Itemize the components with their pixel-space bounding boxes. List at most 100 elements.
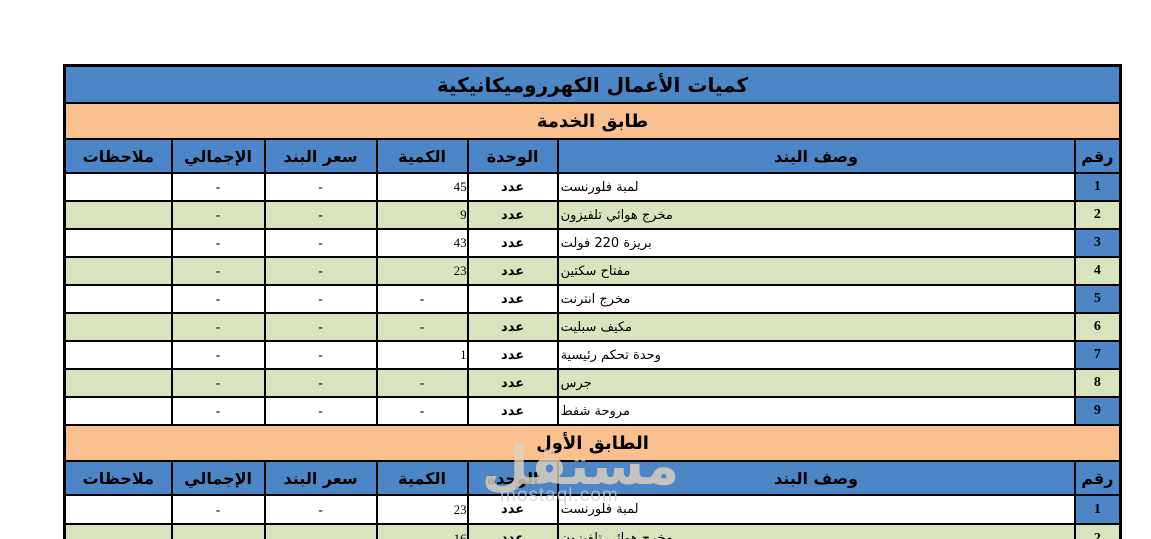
cell-notes (63, 494, 173, 525)
cell-unit: عدد (466, 494, 559, 525)
col-header-description: وصف البند (556, 138, 1076, 174)
cell-total: - (170, 340, 266, 370)
cell-notes (63, 200, 173, 230)
table-row: 1 لمبة فلورنست عدد 45 - - (63, 172, 1122, 202)
cell-description: مروحة شفط (556, 396, 1076, 426)
cell-quantity: 23 (375, 494, 469, 525)
cell-quantity: - (375, 284, 469, 314)
cell-description: لمبة فلورنست (556, 494, 1076, 525)
cell-total: - (170, 284, 266, 314)
cell-unit: عدد (466, 200, 559, 230)
cell-row-number: 3 (1073, 228, 1122, 258)
cell-unit-price: - (263, 523, 378, 539)
cell-description: مخرج هوائي تلفيزون (556, 200, 1076, 230)
cell-unit-price: - (263, 494, 378, 525)
cell-unit-price: - (263, 256, 378, 286)
cell-total: - (170, 523, 266, 539)
cell-description: مخرج انترنت (556, 284, 1076, 314)
column-header-row: رقم وصف البند الوحدة الكمية سعر البند ال… (63, 138, 1122, 174)
cell-row-number: 2 (1073, 200, 1122, 230)
cell-unit: عدد (466, 368, 559, 398)
cell-unit: عدد (466, 523, 559, 539)
cell-row-number: 6 (1073, 312, 1122, 342)
cell-notes (63, 172, 173, 202)
table-row: 7 وحدة تحكم رئيسية عدد 1 - - (63, 340, 1122, 370)
cell-row-number: 8 (1073, 368, 1122, 398)
cell-unit-price: - (263, 368, 378, 398)
cell-total: - (170, 312, 266, 342)
cell-row-number: 7 (1073, 340, 1122, 370)
section-title: الطابق الأول (63, 424, 1122, 462)
cell-row-number: 2 (1073, 523, 1122, 539)
cell-unit: عدد (466, 228, 559, 258)
cell-unit: عدد (466, 256, 559, 286)
cell-notes (63, 523, 173, 539)
page-title: كميات الأعمال الكهرروميكانيكية (63, 64, 1122, 104)
cell-description: جرس (556, 368, 1076, 398)
section-service-floor-rows: 1 لمبة فلورنست عدد 45 - - 2 مخرج هوائي ت… (63, 172, 1122, 426)
column-header-row: رقم وصف البند الوحدة الكمية سعر البند ال… (63, 460, 1122, 496)
section-header-service-floor: طابق الخدمة (63, 102, 1122, 140)
cell-quantity: 16 (375, 523, 469, 539)
table-row: 3 بريزة 220 فولت عدد 43 - - (63, 228, 1122, 258)
cell-notes (63, 312, 173, 342)
table-row: 2 مخرج هوائي تلفيزون عدد 9 - - (63, 200, 1122, 230)
cell-quantity: 1 (375, 340, 469, 370)
col-header-unit-price: سعر البند (263, 460, 378, 496)
col-header-notes: ملاحظات (63, 460, 173, 496)
cell-quantity: 43 (375, 228, 469, 258)
cell-total: - (170, 256, 266, 286)
cell-unit-price: - (263, 284, 378, 314)
section-title: طابق الخدمة (63, 102, 1122, 140)
cell-unit: عدد (466, 172, 559, 202)
section-header-first-floor: الطابق الأول (63, 424, 1122, 462)
col-header-notes: ملاحظات (63, 138, 173, 174)
cell-unit-price: - (263, 200, 378, 230)
col-header-total: الإجمالي (170, 138, 266, 174)
cell-total: - (170, 200, 266, 230)
cell-unit: عدد (466, 340, 559, 370)
cell-description: مكيف سبليت (556, 312, 1076, 342)
table-row: 4 مفتاح سكتين عدد 23 - - (63, 256, 1122, 286)
col-header-unit-price: سعر البند (263, 138, 378, 174)
cell-description: وحدة تحكم رئيسية (556, 340, 1076, 370)
cell-row-number: 4 (1073, 256, 1122, 286)
cell-description: بريزة 220 فولت (556, 228, 1076, 258)
cell-row-number: 1 (1073, 172, 1122, 202)
cell-notes (63, 228, 173, 258)
cell-description: مفتاح سكتين (556, 256, 1076, 286)
boq-table-wrap: كميات الأعمال الكهرروميكانيكية طابق الخد… (63, 64, 1123, 539)
cell-unit-price: - (263, 312, 378, 342)
cell-quantity: - (375, 368, 469, 398)
cell-unit: عدد (466, 396, 559, 426)
col-header-unit: الوحدة (466, 460, 559, 496)
table-row: 9 مروحة شفط عدد - - - (63, 396, 1122, 426)
cell-notes (63, 256, 173, 286)
cell-quantity: 9 (375, 200, 469, 230)
col-header-number: رقم (1073, 138, 1122, 174)
table-row: 6 مكيف سبليت عدد - - - (63, 312, 1122, 342)
cell-row-number: 1 (1073, 494, 1122, 525)
cell-unit-price: - (263, 340, 378, 370)
table-row: 1 لمبة فلورنست عدد 23 - - (63, 494, 1122, 525)
cell-row-number: 5 (1073, 284, 1122, 314)
table-title-row: كميات الأعمال الكهرروميكانيكية (63, 64, 1122, 104)
col-header-number: رقم (1073, 460, 1122, 496)
cell-notes (63, 396, 173, 426)
cell-total: - (170, 494, 266, 525)
cell-unit-price: - (263, 172, 378, 202)
cell-unit: عدد (466, 312, 559, 342)
cell-quantity: 23 (375, 256, 469, 286)
section-first-floor-rows: 1 لمبة فلورنست عدد 23 - - 2 مخرج هوائي ت… (63, 494, 1122, 539)
cell-description: لمبة فلورنست (556, 172, 1076, 202)
cell-notes (63, 340, 173, 370)
col-header-description: وصف البند (556, 460, 1076, 496)
cell-quantity: - (375, 396, 469, 426)
table-row: 8 جرس عدد - - - (63, 368, 1122, 398)
cell-unit-price: - (263, 396, 378, 426)
col-header-unit: الوحدة (466, 138, 559, 174)
cell-row-number: 9 (1073, 396, 1122, 426)
cell-notes (63, 284, 173, 314)
col-header-total: الإجمالي (170, 460, 266, 496)
